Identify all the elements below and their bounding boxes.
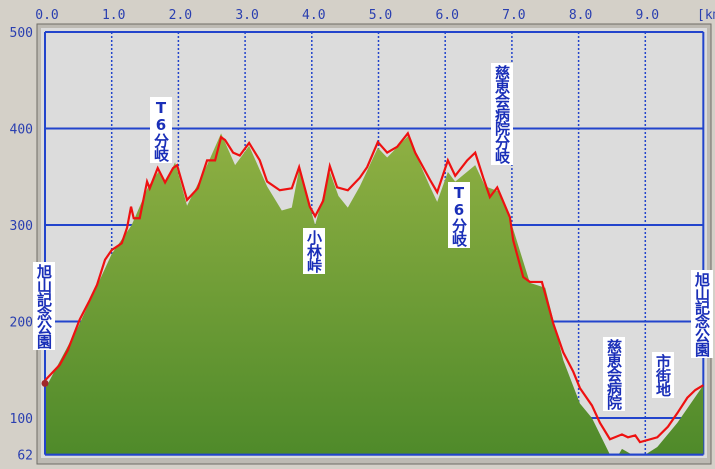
waypoint-label: 旭山記念公園 [691, 270, 713, 358]
x-tick-label: 3.0 [235, 8, 258, 23]
x-tick-label: 1.0 [102, 8, 125, 23]
y-tick-label: 200 [10, 316, 33, 331]
x-axis-unit-label: [km] [697, 8, 715, 23]
y-tick-label: 500 [10, 26, 33, 41]
x-tick-label: 2.0 [169, 8, 192, 23]
x-tick-label: 9.0 [636, 8, 659, 23]
y-tick-label: 400 [10, 123, 33, 138]
hiker-icon [41, 379, 49, 387]
waypoint-label: T6分岐 [448, 182, 470, 248]
waypoint-label: 慈恵会病院 [603, 337, 625, 411]
x-tick-label: 5.0 [369, 8, 392, 23]
y-tick-label: 300 [10, 219, 33, 234]
waypoint-label: 慈恵会病院分岐 [491, 63, 513, 165]
waypoint-label: 小林峠 [303, 228, 325, 274]
terrain-area [45, 133, 704, 455]
x-tick-label: 7.0 [502, 8, 525, 23]
x-tick-label: 0.0 [35, 8, 58, 23]
x-tick-label: 6.0 [435, 8, 458, 23]
waypoint-label: 市街地 [652, 352, 674, 398]
waypoint-label: T6分岐 [150, 97, 172, 163]
y-tick-label: 62 [17, 449, 33, 464]
y-tick-label: 100 [10, 412, 33, 427]
waypoint-label: 旭山記念公園 [33, 262, 55, 350]
x-tick-label: 8.0 [569, 8, 592, 23]
track-line [44, 131, 704, 444]
x-tick-label: 4.0 [302, 8, 325, 23]
